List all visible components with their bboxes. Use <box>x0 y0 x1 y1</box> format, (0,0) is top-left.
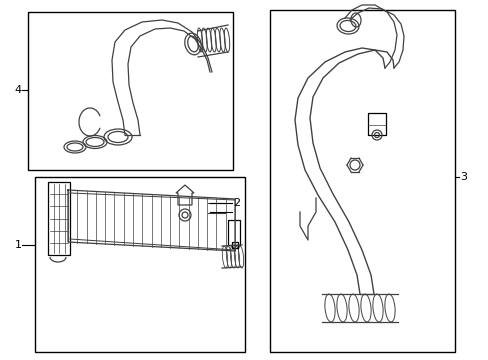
Bar <box>35 177 244 352</box>
FancyArrow shape <box>176 185 194 205</box>
Bar <box>28 12 232 170</box>
Bar <box>48 182 70 255</box>
Text: 4: 4 <box>15 85 21 95</box>
Text: 1: 1 <box>15 240 21 250</box>
Bar <box>269 10 454 352</box>
Text: 2: 2 <box>232 198 240 208</box>
Bar <box>231 242 238 248</box>
Text: 3: 3 <box>459 172 466 182</box>
Bar <box>367 113 385 135</box>
Bar <box>227 220 240 245</box>
